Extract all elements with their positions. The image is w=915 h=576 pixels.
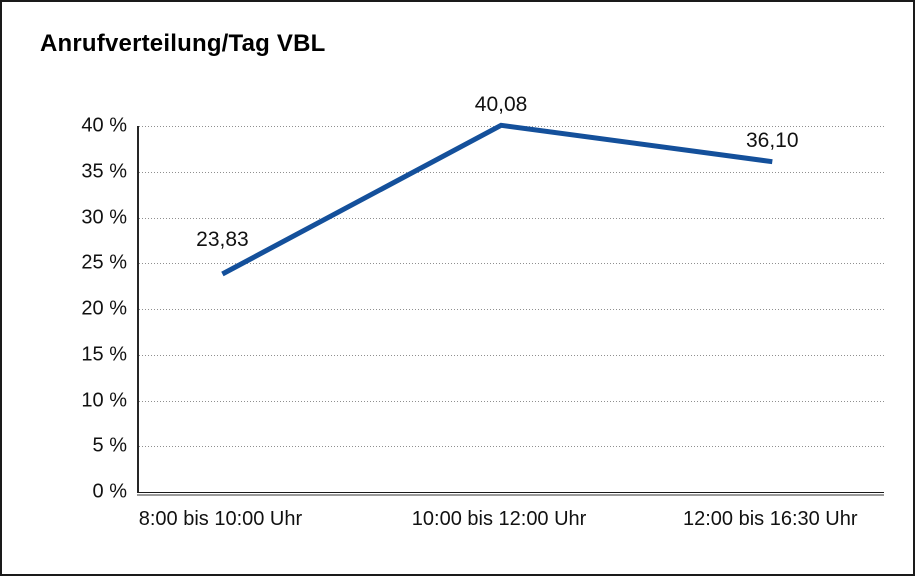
gridline	[139, 354, 884, 356]
y-tick-label: 10 %	[81, 389, 127, 411]
gridline	[139, 263, 884, 265]
data-label: 36,10	[745, 128, 799, 152]
series-polyline	[221, 122, 773, 277]
data-label: 23,83	[196, 227, 249, 251]
gridline	[139, 309, 884, 310]
y-tick-label: 35 %	[81, 160, 127, 183]
y-tick-label: 0 %	[92, 480, 127, 503]
x-tick-label: 12:00 bis 16:30 Uhr	[682, 508, 858, 530]
gridline	[139, 171, 884, 173]
gridline	[139, 217, 884, 219]
y-tick-label: 40 %	[81, 114, 127, 137]
y-tick-label: 15 %	[81, 343, 127, 366]
gridline	[139, 400, 884, 402]
data-label: 40,08	[474, 93, 528, 117]
x-axis-shadow-line	[137, 494, 884, 496]
gridline	[139, 446, 884, 448]
x-tick-label: 8:00 bis 10:00 Uhr	[138, 508, 303, 530]
chart-title: Anrufverteilung/Tag VBL	[40, 30, 326, 57]
y-tick-label: 25 %	[81, 251, 127, 274]
x-tick-label: 10:00 bis 12:00 Uhr	[411, 508, 587, 530]
y-tick-label: 20 %	[81, 297, 127, 320]
y-tick-label: 30 %	[81, 206, 127, 228]
plot-area: 23,83 40,08 36,10	[137, 93, 884, 496]
line-series	[221, 122, 773, 277]
y-tick-label: 5 %	[92, 434, 127, 457]
